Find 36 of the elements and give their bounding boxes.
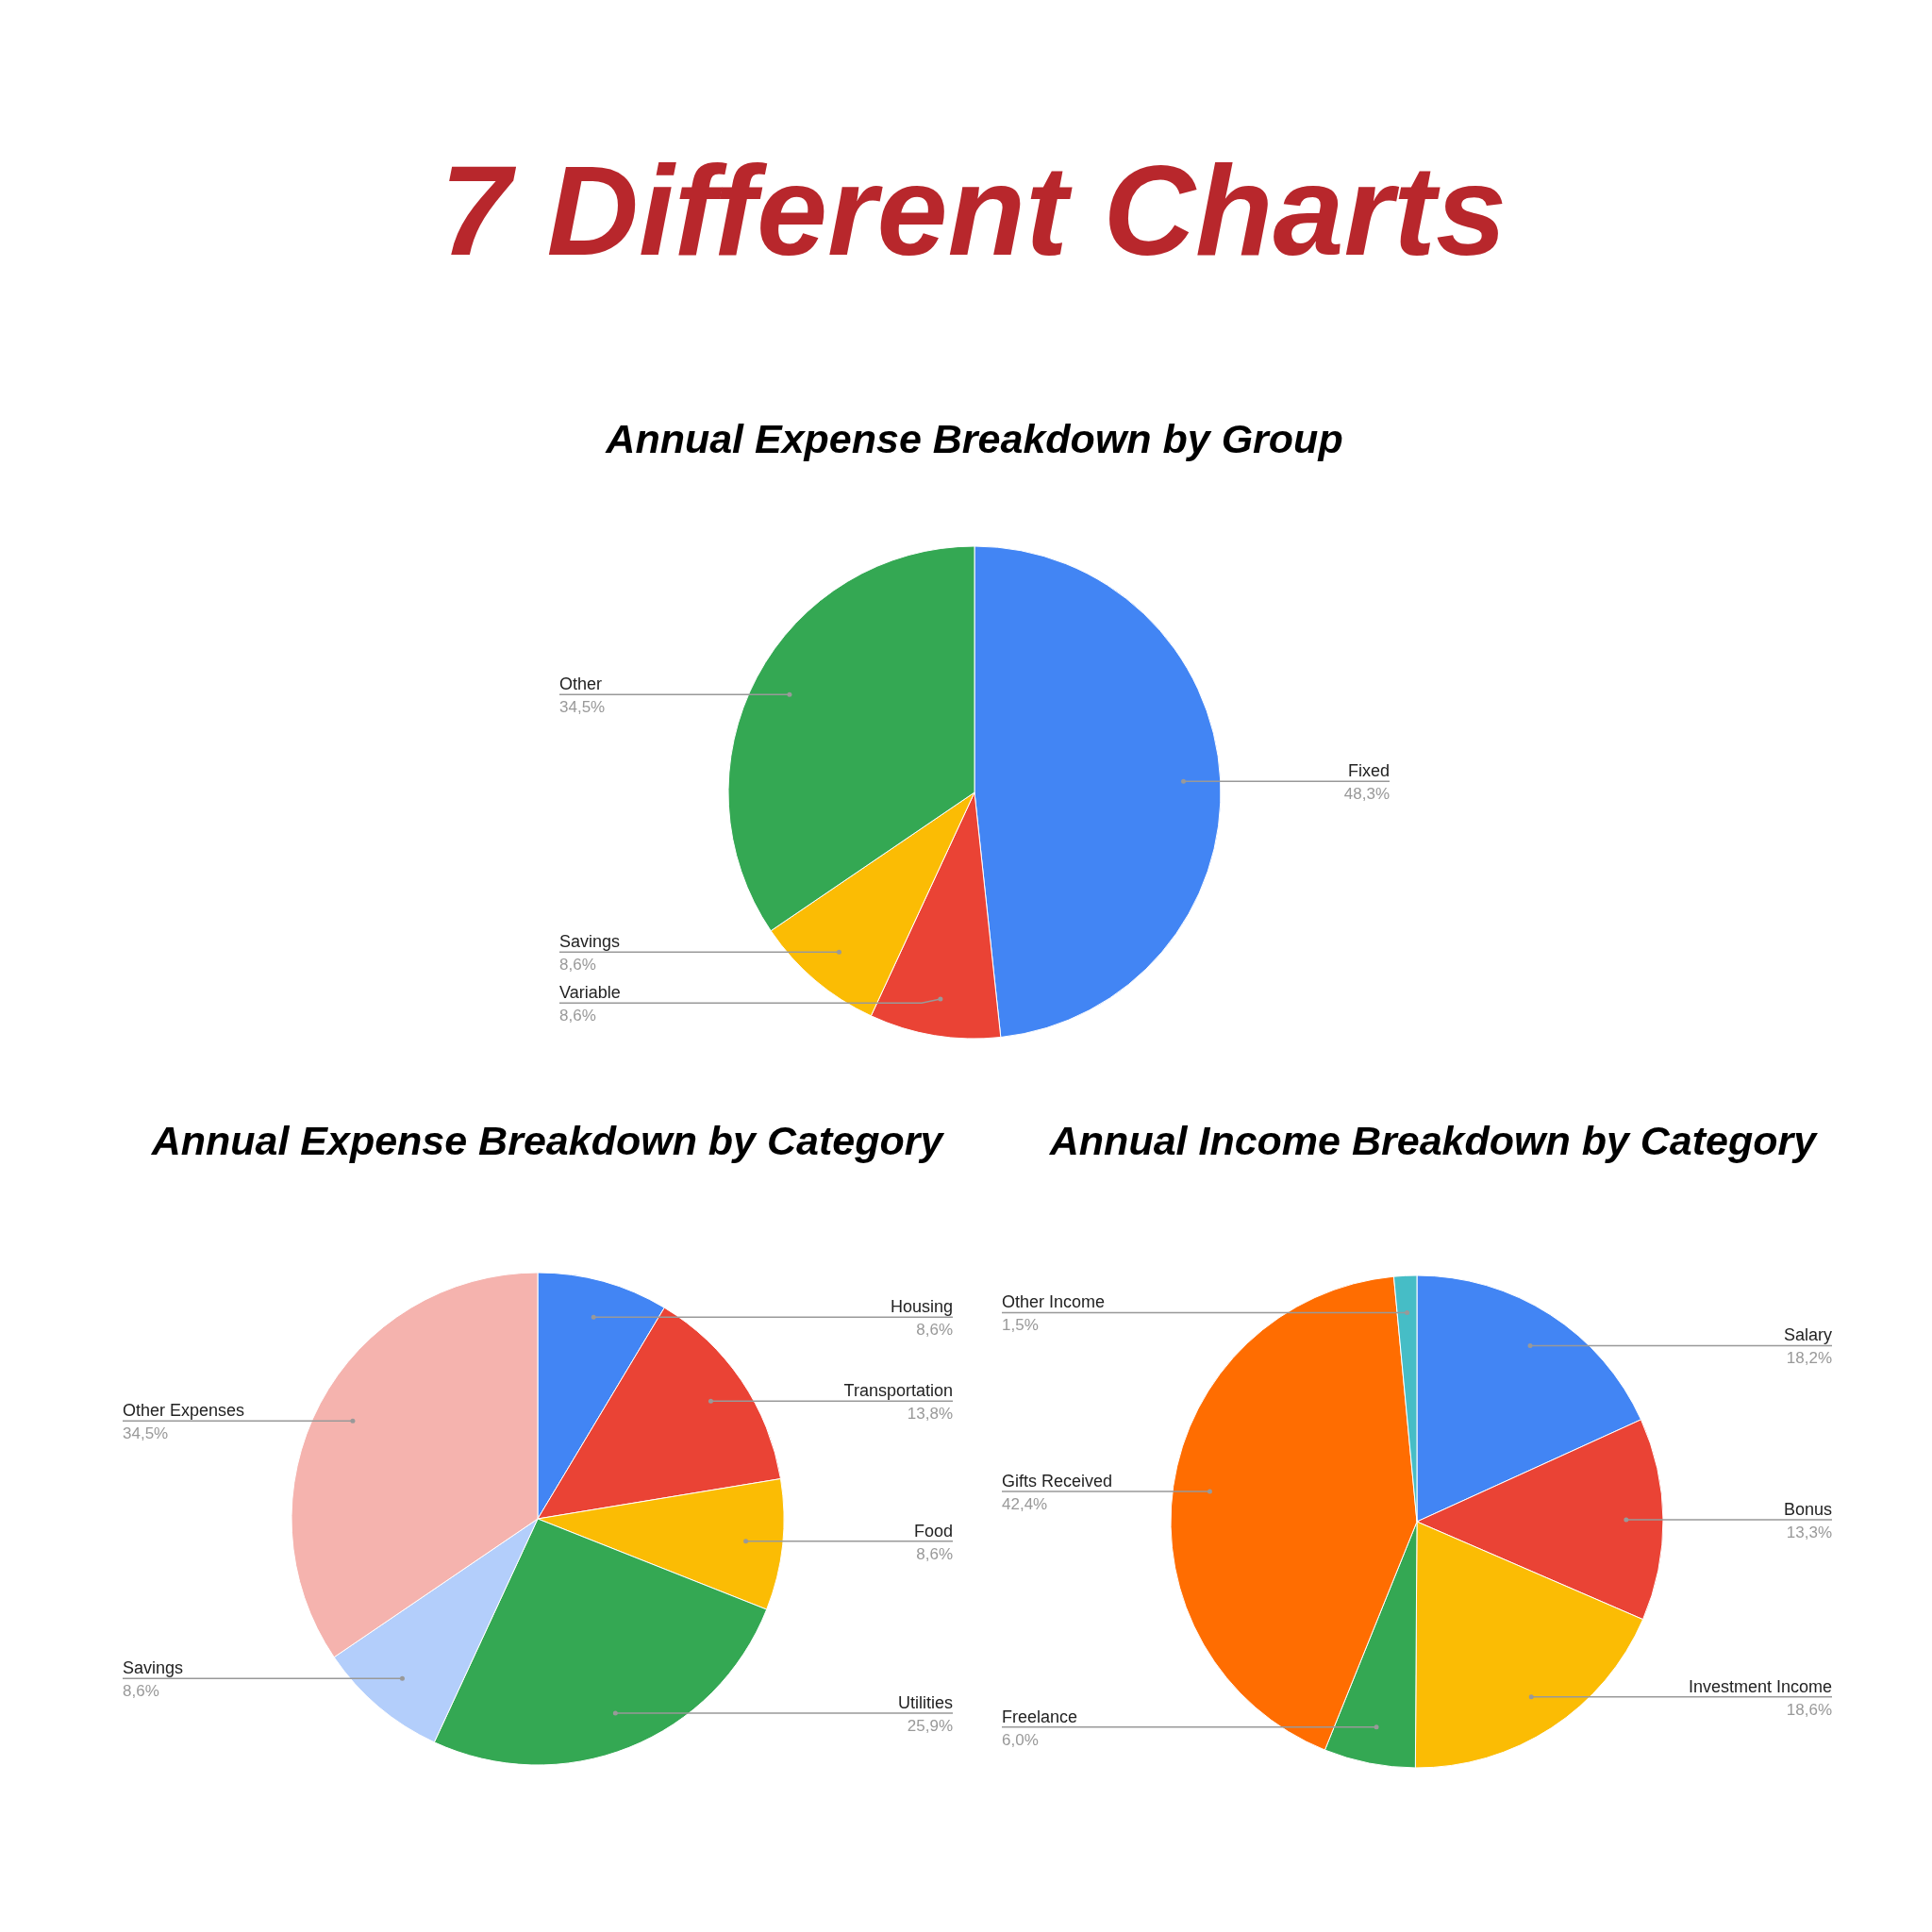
data-label: 48,3%	[1343, 785, 1390, 804]
chart-title: Annual Expense Breakdown by Category	[150, 1118, 945, 1163]
data-label: 25,9%	[907, 1717, 953, 1736]
slice-label: Other	[559, 675, 603, 694]
slice-label: Other Income	[1002, 1292, 1106, 1312]
text: 7 Different Charts	[440, 140, 1507, 282]
data-label: 8,6%	[559, 1007, 596, 1025]
data-label: 8,6%	[559, 956, 596, 974]
slice-label: Freelance	[1002, 1707, 1078, 1726]
data-label: 13,8%	[907, 1405, 953, 1424]
chart-title: Annual Expense Breakdown by Group	[605, 416, 1343, 461]
data-label: 8,6%	[123, 1682, 159, 1701]
data-label: 1,5%	[1002, 1316, 1039, 1335]
data-label: 34,5%	[559, 698, 606, 717]
data-label: 42,4%	[1002, 1495, 1048, 1514]
data-label: 8,6%	[916, 1544, 953, 1563]
slice-label: Fixed	[1347, 761, 1390, 781]
slice-label: Variable	[559, 983, 621, 1003]
data-label: 13,3%	[1786, 1523, 1832, 1541]
slice-label: Food	[913, 1521, 953, 1541]
data-label: 34,5%	[123, 1424, 169, 1443]
slice-label: Savings	[123, 1658, 184, 1678]
chart-title: Annual Income Breakdown by Category	[1048, 1118, 1819, 1163]
slice-label: Utilities	[897, 1693, 953, 1713]
data-label: 6,0%	[1002, 1730, 1039, 1749]
slice-label: Gifts Received	[1002, 1472, 1113, 1491]
slice-label: Transportation	[843, 1381, 953, 1401]
data-label: 18,2%	[1786, 1349, 1832, 1368]
slice-label: Other Expenses	[123, 1401, 245, 1421]
slice-label: Salary	[1783, 1325, 1832, 1345]
data-label: 18,6%	[1786, 1700, 1832, 1719]
slice-label: Investment Income	[1688, 1676, 1832, 1696]
slice-label: Bonus	[1783, 1499, 1832, 1519]
data-label: 8,6%	[916, 1321, 953, 1340]
slice-label: Savings	[559, 932, 621, 952]
slice-label: Housing	[890, 1297, 953, 1317]
